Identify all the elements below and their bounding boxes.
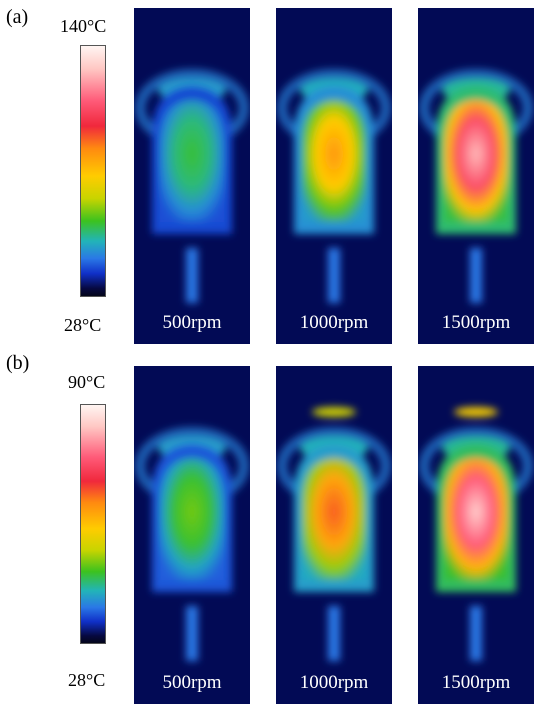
- thermal-frame: 500rpm: [134, 366, 250, 704]
- scale-min-label: 28°C: [64, 315, 102, 335]
- scale-max-label: 140°C: [60, 16, 107, 36]
- temperature-colorbar: [80, 45, 106, 297]
- speed-label: 1500rpm: [441, 312, 511, 333]
- speed-label: 1500rpm: [441, 672, 511, 693]
- thermal-image: [419, 69, 533, 303]
- thermal-image: [135, 69, 249, 303]
- thermal-image: [277, 69, 391, 303]
- speed-label: 1000rpm: [299, 312, 369, 333]
- scale-min-label: 28°C: [68, 670, 106, 690]
- speed-label: 1000rpm: [299, 672, 369, 693]
- panel-b: (b) 90°C 28°C 500rpm 1000rpm 1500rpm: [0, 352, 550, 706]
- thermal-frame: 1500rpm: [418, 8, 534, 344]
- thermal-image: [277, 407, 391, 661]
- panel-tag: (a): [6, 6, 29, 28]
- thermal-frame: 1500rpm: [418, 366, 534, 704]
- panel-tag: (b): [6, 352, 30, 374]
- temperature-colorbar: [80, 404, 106, 644]
- scale-max-label: 90°C: [68, 372, 106, 392]
- panel-a: (a) 140°C 28°C 500rpm 1000rpm 1500rpm: [0, 0, 550, 350]
- speed-label: 500rpm: [162, 672, 222, 693]
- speed-label: 500rpm: [162, 312, 222, 333]
- thermal-frame: 1000rpm: [276, 8, 392, 344]
- thermal-frame: 1000rpm: [276, 366, 392, 704]
- thermal-frame: 500rpm: [134, 8, 250, 344]
- thermal-image: [419, 407, 533, 661]
- thermal-image: [135, 427, 249, 661]
